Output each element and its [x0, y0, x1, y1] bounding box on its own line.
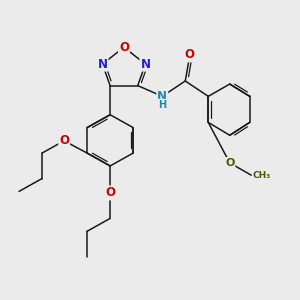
Text: O: O: [185, 48, 195, 62]
Text: O: O: [225, 158, 234, 168]
Text: N: N: [157, 90, 167, 103]
Text: O: O: [59, 134, 69, 147]
Text: CH₃: CH₃: [253, 171, 271, 180]
Text: O: O: [119, 41, 129, 54]
Text: N: N: [140, 58, 150, 70]
Text: O: O: [105, 186, 115, 200]
Text: H: H: [158, 100, 166, 110]
Text: N: N: [98, 58, 107, 70]
